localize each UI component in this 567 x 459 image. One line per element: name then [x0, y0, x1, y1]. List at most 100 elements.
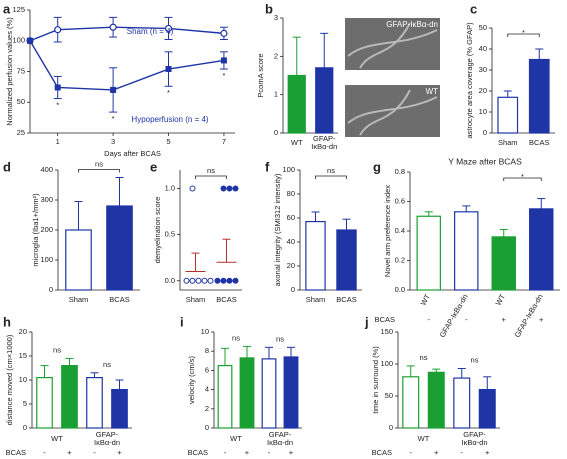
- y-axis-label: axonal integrity (SMI312 intensity): [273, 173, 282, 286]
- condition-label: BCAS: [375, 315, 395, 324]
- significance: *: [522, 28, 525, 37]
- significance-bracket: [78, 169, 120, 173]
- series-line: [29, 40, 225, 91]
- y-tick-label: 125: [12, 5, 25, 14]
- y-axis-label: time in surround (%): [371, 346, 380, 414]
- bar: [528, 58, 550, 134]
- y-axis-label: astrocyte area coverage (% GFAP): [465, 22, 474, 139]
- x-tick-label: 3: [111, 137, 115, 146]
- bar: [315, 67, 334, 134]
- panel-label: h: [3, 314, 11, 329]
- x-tick-label: 7: [222, 137, 226, 146]
- condition-sign: +: [67, 448, 72, 457]
- bar: [305, 221, 326, 291]
- panel-label: e: [150, 159, 157, 174]
- x-tick-label: BCAS: [109, 295, 129, 304]
- bar: [239, 357, 255, 429]
- bar: [217, 365, 233, 429]
- panel-label: j: [364, 314, 369, 329]
- y-axis-label: PcomA score: [256, 53, 265, 97]
- y-tick-label: 0: [49, 285, 53, 294]
- photo-label: WT: [426, 87, 439, 96]
- group-label: GFAP-IκBα-dn: [267, 430, 293, 447]
- group-label: GFAP-IκBα-dn: [94, 430, 120, 447]
- marker: [27, 37, 33, 44]
- significance-bracket: [315, 175, 347, 179]
- y-axis-label: Novel arm preference index: [383, 185, 392, 277]
- bar: [86, 377, 103, 429]
- y-tick-label: 200: [40, 225, 53, 234]
- y-axis-label: microglia (Iba1+/mm²): [31, 193, 40, 267]
- condition-sign: +: [539, 315, 544, 324]
- data-point: [232, 185, 239, 192]
- y-tick-label: 50: [17, 97, 25, 106]
- bar: [65, 229, 92, 291]
- x-tick-label: WT: [494, 292, 508, 307]
- significance: *: [521, 172, 524, 181]
- y-tick-label: 0.2: [395, 255, 405, 264]
- bar: [283, 356, 299, 429]
- data-point: [207, 277, 214, 284]
- y-tick-label: 0: [205, 423, 209, 432]
- panel-label: b: [265, 1, 273, 16]
- y-tick-label: 4: [205, 385, 209, 394]
- y-tick-label: 0.0: [165, 276, 175, 285]
- x-tick-label: WT: [419, 292, 433, 307]
- x-tick-label: WT: [291, 138, 303, 147]
- significance: ns: [276, 334, 284, 343]
- marker: [220, 57, 227, 64]
- condition-sign: -: [428, 315, 431, 324]
- condition-sign: -: [461, 448, 464, 457]
- condition-sign: +: [289, 448, 294, 457]
- significance: ns: [53, 345, 61, 354]
- bar: [491, 236, 516, 291]
- data-point: [220, 185, 227, 192]
- bar: [478, 389, 496, 429]
- panel-label: c: [470, 1, 477, 16]
- y-axis-label: distance moved (cm×1000): [5, 334, 14, 425]
- group-label: WT: [230, 434, 242, 443]
- y-tick-label: 0: [483, 128, 487, 137]
- y-tick-label: 0.0: [395, 285, 405, 294]
- condition-sign: -: [224, 448, 227, 457]
- x-tick-label: GFAP-IκBα-dn: [311, 134, 337, 151]
- data-point: [214, 277, 221, 284]
- condition-sign: +: [485, 448, 490, 457]
- y-tick-label: 0: [291, 285, 295, 294]
- x-tick-label: Sham: [498, 138, 518, 147]
- y-tick-label: 1.0: [165, 183, 175, 192]
- y-tick-label: 5: [23, 399, 27, 408]
- condition-label: BCAS: [372, 448, 392, 457]
- y-axis-label: Normalized perfusion values (%): [5, 17, 14, 126]
- data-point: [189, 185, 196, 192]
- panel-label: a: [3, 1, 11, 16]
- x-tick-label: BCAS: [529, 138, 549, 147]
- data-point: [232, 277, 239, 284]
- x-tick-label: BCAS: [216, 295, 236, 304]
- y-tick-label: 0: [23, 423, 27, 432]
- y-tick-label: 150: [380, 327, 393, 336]
- y-tick-label: 0: [389, 423, 393, 432]
- condition-sign: +: [502, 315, 507, 324]
- y-tick-label: 40: [479, 44, 487, 53]
- panel-label: g: [373, 159, 381, 174]
- y-tick-label: 80: [287, 189, 295, 198]
- photo-vessel: [347, 22, 438, 69]
- x-tick-label: Sham: [69, 295, 89, 304]
- chart-title: Y Maze after BCAS: [448, 156, 522, 166]
- significance: ns: [471, 355, 479, 364]
- bar: [106, 205, 133, 291]
- data-point: [226, 277, 233, 284]
- significance-bracket: [195, 175, 227, 179]
- marker: [54, 26, 62, 34]
- panel-label: i: [180, 314, 184, 329]
- panel-label: f: [265, 159, 270, 174]
- significance: ns: [95, 159, 103, 168]
- y-tick-label: 100: [282, 165, 295, 174]
- y-tick-label: 100: [40, 255, 53, 264]
- significance-bracket: [507, 33, 540, 37]
- y-tick-label: 15: [19, 351, 27, 360]
- data-point: [201, 277, 208, 284]
